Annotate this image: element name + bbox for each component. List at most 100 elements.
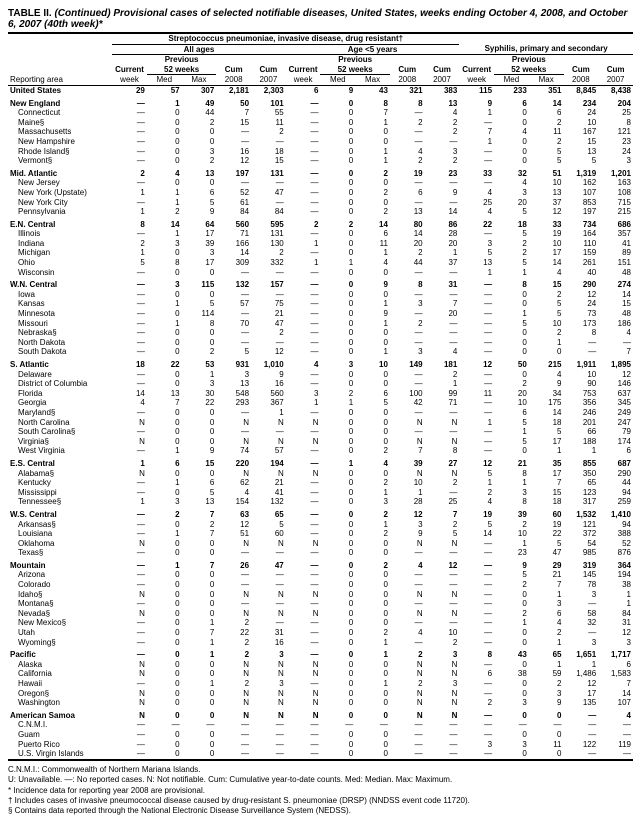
row-state: South Dakota—02512—0134—00—7 bbox=[8, 347, 633, 357]
data-cell: 0 bbox=[147, 347, 182, 357]
data-cell: — bbox=[390, 599, 425, 609]
data-cell: 1,583 bbox=[598, 669, 633, 679]
data-cell: — bbox=[459, 398, 494, 408]
data-cell: 1 bbox=[598, 590, 633, 600]
data-cell: 2 bbox=[320, 220, 355, 230]
data-cell: N bbox=[286, 437, 321, 447]
row-state: Wisconsin—00———00——1144048 bbox=[8, 268, 633, 278]
data-cell: 11 bbox=[529, 740, 564, 750]
data-cell: — bbox=[425, 178, 460, 188]
data-cell: 86 bbox=[425, 220, 460, 230]
row-state: U.S. Virgin Islands—00———00———00—— bbox=[8, 749, 633, 760]
data-cell: 14 bbox=[598, 689, 633, 699]
data-cell: 0 bbox=[182, 437, 217, 447]
area-cell: Tennessee§ bbox=[8, 497, 112, 507]
data-cell: 31 bbox=[251, 628, 286, 638]
data-cell: 0 bbox=[320, 379, 355, 389]
data-cell: 15 bbox=[598, 299, 633, 309]
data-cell: 1 bbox=[147, 478, 182, 488]
data-cell: 2 bbox=[355, 478, 390, 488]
data-cell: 0 bbox=[529, 347, 564, 357]
data-cell: 3 bbox=[216, 370, 251, 380]
area-cell: Texas§ bbox=[8, 548, 112, 558]
data-cell: 3 bbox=[390, 520, 425, 530]
data-cell: N bbox=[216, 660, 251, 670]
data-cell: 0 bbox=[320, 446, 355, 456]
data-cell: — bbox=[286, 650, 321, 660]
data-cell: 1 bbox=[112, 248, 147, 258]
data-cell: — bbox=[112, 618, 147, 628]
data-cell: 5 bbox=[459, 248, 494, 258]
data-cell: 0 bbox=[320, 679, 355, 689]
data-cell: 32 bbox=[564, 618, 599, 628]
data-cell: N bbox=[390, 698, 425, 708]
data-cell: — bbox=[216, 328, 251, 338]
data-cell: 9 bbox=[355, 280, 390, 290]
row-state: Wyoming§—01216—01—2—0133 bbox=[8, 638, 633, 648]
data-cell: 17 bbox=[564, 689, 599, 699]
data-cell: — bbox=[459, 539, 494, 549]
data-cell: — bbox=[390, 108, 425, 118]
data-cell: N bbox=[251, 669, 286, 679]
col-c08-1: 2008 bbox=[216, 75, 251, 86]
data-cell: 119 bbox=[598, 740, 633, 750]
row-state: Massachusetts—00—2—00—27411167121 bbox=[8, 127, 633, 137]
data-cell: — bbox=[286, 749, 321, 760]
data-cell: 1 bbox=[286, 239, 321, 249]
data-cell: 10 bbox=[529, 239, 564, 249]
data-cell: — bbox=[390, 127, 425, 137]
data-cell: 100 bbox=[390, 389, 425, 399]
data-cell: — bbox=[459, 338, 494, 348]
data-cell: 20 bbox=[494, 389, 529, 399]
area-cell: Missouri bbox=[8, 319, 112, 329]
row-state: Montana§—00———00———03—1 bbox=[8, 599, 633, 609]
data-cell: 52 bbox=[598, 539, 633, 549]
area-cell: American Samoa bbox=[8, 711, 112, 721]
data-cell: 1 bbox=[320, 459, 355, 469]
data-cell: 1,717 bbox=[598, 650, 633, 660]
data-cell: N bbox=[251, 698, 286, 708]
data-cell: 12 bbox=[390, 510, 425, 520]
data-cell: 0 bbox=[494, 749, 529, 760]
data-cell: 0 bbox=[147, 580, 182, 590]
data-cell: 0 bbox=[320, 510, 355, 520]
data-cell: N bbox=[286, 469, 321, 479]
data-cell: — bbox=[286, 520, 321, 530]
data-cell: 364 bbox=[598, 561, 633, 571]
data-cell: N bbox=[216, 437, 251, 447]
area-cell: Illinois bbox=[8, 229, 112, 239]
row-state: Missouri—187047—012——510173186 bbox=[8, 319, 633, 329]
data-cell: 1 bbox=[529, 338, 564, 348]
area-cell: Hawaii bbox=[8, 679, 112, 689]
area-cell: S. Atlantic bbox=[8, 360, 112, 370]
data-cell: N bbox=[251, 418, 286, 428]
data-cell: 64 bbox=[182, 220, 217, 230]
data-cell: 0 bbox=[147, 650, 182, 660]
data-cell: — bbox=[112, 548, 147, 558]
row-state: Minnesota—0114—21—09—20—157348 bbox=[8, 309, 633, 319]
data-cell: 2 bbox=[425, 118, 460, 128]
data-cell: 6 bbox=[529, 108, 564, 118]
data-cell: 33 bbox=[529, 220, 564, 230]
area-cell: Connecticut bbox=[8, 108, 112, 118]
data-cell: 47 bbox=[251, 188, 286, 198]
data-cell: — bbox=[598, 749, 633, 760]
data-cell: 357 bbox=[598, 229, 633, 239]
col-area: Reporting area bbox=[8, 75, 112, 86]
data-cell: 2 bbox=[425, 370, 460, 380]
data-cell: 319 bbox=[564, 561, 599, 571]
data-cell: 6 bbox=[494, 408, 529, 418]
data-cell: — bbox=[459, 720, 494, 730]
data-cell: — bbox=[112, 268, 147, 278]
data-cell: 0 bbox=[320, 137, 355, 147]
area-cell: Ohio bbox=[8, 258, 112, 268]
data-cell: 35 bbox=[529, 459, 564, 469]
data-cell: — bbox=[390, 338, 425, 348]
data-cell: 9 bbox=[425, 188, 460, 198]
data-cell: N bbox=[251, 539, 286, 549]
area-cell: Minnesota bbox=[8, 309, 112, 319]
data-cell: 12 bbox=[251, 347, 286, 357]
data-cell: 356 bbox=[564, 398, 599, 408]
data-cell: 13 bbox=[390, 207, 425, 217]
data-cell: 560 bbox=[251, 389, 286, 399]
